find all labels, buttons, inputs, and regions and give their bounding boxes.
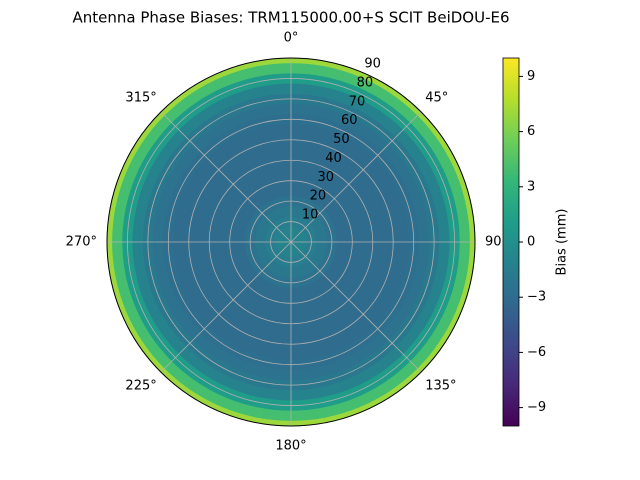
theta-tick-label: 135° xyxy=(425,379,456,394)
theta-tick-label: 180° xyxy=(275,439,306,454)
polar-plot xyxy=(106,57,476,427)
colorbar xyxy=(502,57,520,427)
r-tick-label: 20 xyxy=(310,189,327,204)
r-tick-label: 30 xyxy=(317,170,334,185)
r-tick-label: 40 xyxy=(325,151,342,166)
grid-spoke xyxy=(160,241,292,373)
colorbar-label: Bias (mm) xyxy=(555,209,570,276)
theta-tick-label: 315° xyxy=(125,90,156,105)
colorbar-tick-label: −6 xyxy=(527,345,546,360)
r-tick-label: 80 xyxy=(357,75,374,90)
grid-spoke xyxy=(290,111,422,243)
theta-tick-label: 270° xyxy=(66,235,97,250)
chart-title: Antenna Phase Biases: TRM115000.00+S SCI… xyxy=(72,9,509,27)
theta-tick-label: 225° xyxy=(125,379,156,394)
polar-frame xyxy=(106,57,476,427)
colorbar-tick-label: 3 xyxy=(527,179,535,194)
colorbar-tick-label: 9 xyxy=(527,69,535,84)
r-tick-label: 60 xyxy=(341,113,358,128)
grid-spoke xyxy=(290,241,422,373)
grid-spoke xyxy=(160,111,292,243)
theta-tick-label: 90 xyxy=(485,235,502,250)
r-tick-label: 50 xyxy=(333,132,350,147)
theta-tick-label: 0° xyxy=(284,31,299,46)
theta-tick-label: 45° xyxy=(425,90,448,105)
colorbar-tick-label: −9 xyxy=(527,400,546,415)
colorbar-tick-label: 6 xyxy=(527,124,535,139)
r-tick-label: 90 xyxy=(364,57,381,72)
r-tick-label: 70 xyxy=(349,94,366,109)
colorbar-tick-label: −3 xyxy=(527,290,546,305)
colorbar-tick-label: 0 xyxy=(527,235,535,250)
r-tick-label: 10 xyxy=(302,208,319,223)
